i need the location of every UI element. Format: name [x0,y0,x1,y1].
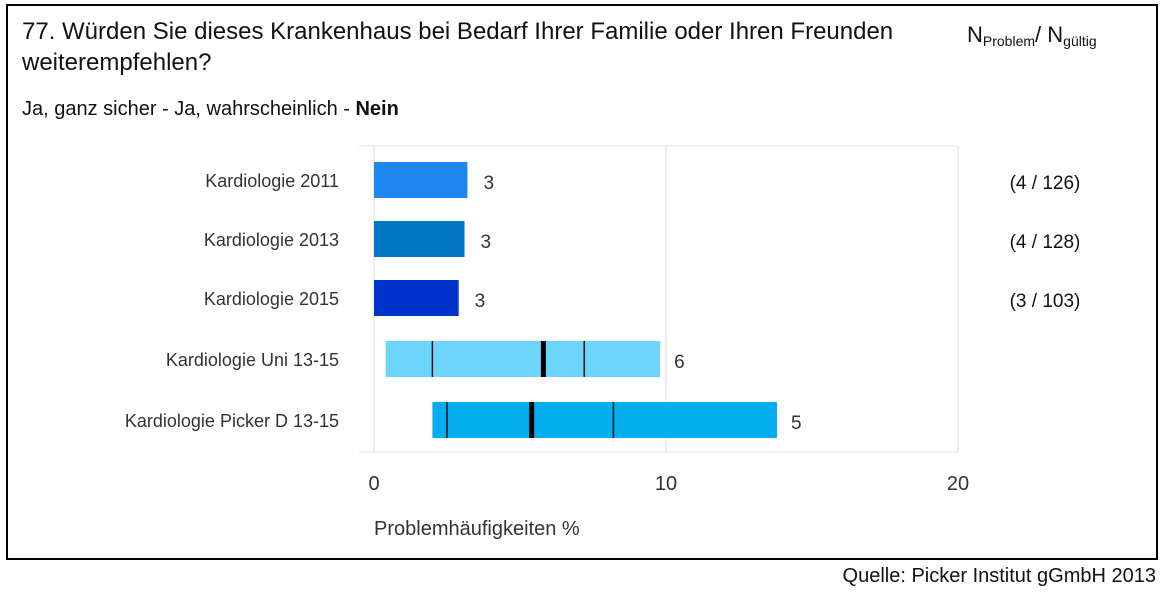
x-tick-label-2: 20 [947,473,969,495]
n-count-label-2: (3 / 103) [1010,291,1081,312]
bar-1 [374,221,465,257]
n-count-label-0: (4 / 126) [1010,173,1081,194]
range-bar-1 [432,402,777,438]
source-note: Quelle: Picker Institut gGmbH 2013 [843,565,1156,588]
category-label-4: Kardiologie Picker D 13-15 [125,411,339,431]
bar-value-label-1: 3 [481,232,492,253]
category-label-0: Kardiologie 2011 [205,171,339,191]
category-label-1: Kardiologie 2013 [204,230,339,250]
x-tick-label-0: 0 [368,473,379,495]
x-tick-label-1: 10 [655,473,677,495]
range-value-label-1: 5 [791,413,802,434]
bar-2 [374,280,459,316]
bar-0 [374,162,467,198]
bar-value-label-2: 3 [475,291,486,312]
n-count-label-1: (4 / 128) [1010,232,1081,253]
range-bar-0 [386,341,660,377]
bar-value-label-0: 3 [483,173,494,194]
range-value-label-0: 6 [674,352,685,373]
bar-chart: 0 10 20 Problemhäufigkeiten % Kardiologie 20… [0,0,1170,601]
category-label-2: Kardiologie 2015 [204,289,339,309]
category-label-3: Kardiologie Uni 13-15 [166,350,339,370]
x-axis-title: Problemhäufigkeiten % [374,518,580,540]
